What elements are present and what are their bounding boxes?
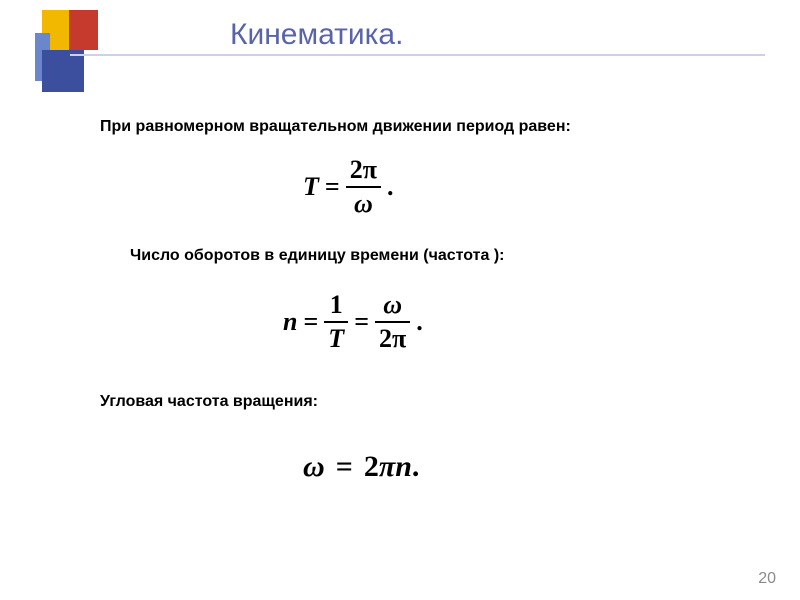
page-title: Кинематика. xyxy=(230,18,403,52)
formula-period: T = 2π ω . xyxy=(300,155,396,219)
f3-lhs: ω xyxy=(303,450,325,484)
text-frequency-definition: Число оборотов в единицу времени (частот… xyxy=(130,247,504,265)
f1-num: 2π xyxy=(346,155,381,186)
f3-rhs: 2πn. xyxy=(364,450,420,484)
f2-den2: 2π xyxy=(375,323,410,354)
f1-fraction: 2π ω xyxy=(346,155,381,219)
period-dot: . xyxy=(387,172,394,202)
f1-den: ω xyxy=(346,188,381,219)
equals-sign: = xyxy=(325,172,340,202)
logo-graphic xyxy=(35,10,110,95)
f1-lhs: T xyxy=(303,172,319,202)
f2-fraction-1: 1 T xyxy=(324,290,348,354)
text-period-definition: При равномерном вращательном движении пе… xyxy=(100,118,571,136)
logo-red-block xyxy=(69,10,98,50)
f2-fraction-2: ω 2π xyxy=(375,290,410,354)
logo-darkblue-block xyxy=(42,50,84,92)
page-number: 20 xyxy=(758,570,776,588)
f2-lhs: n xyxy=(283,307,297,337)
f1-num-text: 2π xyxy=(350,155,377,184)
equals-sign: = xyxy=(354,307,369,337)
formula-angular-frequency: ω = 2πn. xyxy=(300,450,422,484)
title-underline xyxy=(70,54,765,56)
f2-num1: 1 xyxy=(324,290,348,321)
text-angular-frequency: Угловая частота вращения: xyxy=(100,393,318,411)
equals-sign: = xyxy=(336,450,353,484)
formula-frequency: n = 1 T = ω 2π . xyxy=(280,290,426,354)
period-dot: . xyxy=(416,307,423,337)
equals-sign: = xyxy=(303,307,318,337)
f2-den1: T xyxy=(324,323,348,354)
f2-num2: ω xyxy=(375,290,410,321)
